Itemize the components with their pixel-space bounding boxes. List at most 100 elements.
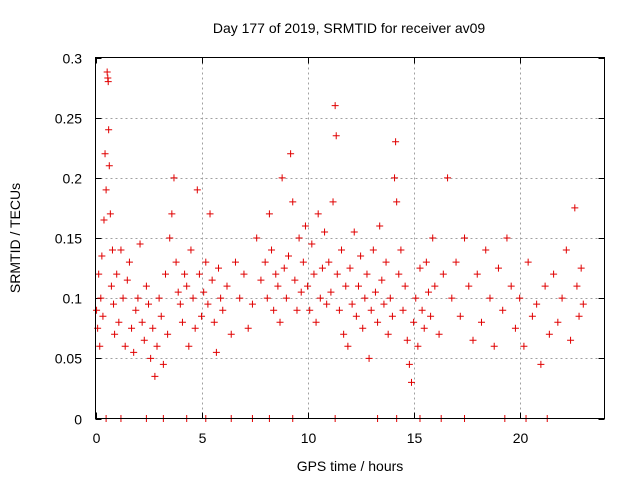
x-tick-label: 10 <box>301 430 317 446</box>
data-point <box>494 264 502 272</box>
data-point <box>100 216 108 224</box>
data-point <box>573 282 581 290</box>
data-point <box>164 330 172 338</box>
data-point <box>327 288 335 296</box>
data-point <box>486 294 494 302</box>
data-point <box>268 246 276 254</box>
data-point <box>289 198 297 206</box>
data-point <box>272 270 280 278</box>
data-point <box>128 324 136 332</box>
data-point <box>352 312 360 320</box>
data-point <box>465 282 473 290</box>
data-point <box>217 294 225 302</box>
data-point <box>420 324 428 332</box>
data-point <box>397 246 405 254</box>
data-point <box>125 258 133 266</box>
data-point <box>399 306 407 314</box>
data-point <box>103 68 111 76</box>
x-tick-label: 0 <box>93 430 101 446</box>
y-tick-label: 0.05 <box>55 351 82 367</box>
data-point <box>265 210 273 218</box>
data-point <box>159 360 167 368</box>
data-point <box>134 294 142 302</box>
data-point <box>108 246 116 254</box>
data-point <box>202 258 210 266</box>
data-point <box>520 342 528 350</box>
data-point <box>110 300 118 308</box>
data-point <box>280 264 288 272</box>
data-point <box>516 294 524 302</box>
data-point <box>444 174 452 182</box>
data-point <box>376 222 384 230</box>
data-point <box>380 300 388 308</box>
data-point <box>414 342 422 350</box>
data-point <box>367 306 375 314</box>
x-axis-label: GPS time / hours <box>297 458 404 474</box>
data-point <box>567 336 575 344</box>
data-point <box>115 318 123 326</box>
data-point <box>101 150 109 158</box>
data-point <box>408 378 416 386</box>
data-point <box>332 132 340 140</box>
data-point <box>227 330 235 338</box>
data-point <box>166 234 174 242</box>
data-point <box>412 294 420 302</box>
data-point <box>121 342 129 350</box>
data-point <box>155 294 163 302</box>
data-point <box>189 294 197 302</box>
data-point <box>301 222 309 230</box>
data-point <box>329 198 337 206</box>
data-point <box>577 264 585 272</box>
data-point <box>153 342 161 350</box>
data-point <box>422 258 430 266</box>
data-point <box>308 240 316 248</box>
data-point <box>93 306 101 314</box>
x-tick-label: 20 <box>513 430 529 446</box>
data-point <box>287 150 295 158</box>
data-point <box>282 294 290 302</box>
y-tick-label: 0.1 <box>63 291 83 307</box>
data-point <box>200 288 208 296</box>
data-point <box>181 270 189 278</box>
data-point <box>545 330 553 338</box>
data-point <box>113 270 121 278</box>
y-tick-label: 0.3 <box>63 51 83 67</box>
data-point <box>348 300 356 308</box>
data-point <box>284 252 292 260</box>
data-point <box>344 342 352 350</box>
data-point <box>210 318 218 326</box>
data-point <box>257 276 265 284</box>
data-point <box>318 264 326 272</box>
data-point <box>106 210 114 218</box>
data-point <box>338 246 346 254</box>
y-tick-labels: 0 0.05 0.1 0.15 0.2 0.25 0.3 <box>55 51 82 428</box>
data-point <box>276 318 284 326</box>
data-point <box>550 270 558 278</box>
data-point <box>524 258 532 266</box>
data-point <box>321 228 329 236</box>
data-point <box>98 252 106 260</box>
data-point <box>391 174 399 182</box>
data-point <box>369 246 377 254</box>
data-point <box>198 312 206 320</box>
data-point <box>168 210 176 218</box>
data-point <box>431 282 439 290</box>
data-point <box>511 324 519 332</box>
data-point <box>333 270 341 278</box>
data-point <box>435 330 443 338</box>
data-point <box>439 270 447 278</box>
data-point <box>562 246 570 254</box>
data-point <box>533 300 541 308</box>
data-point <box>304 282 312 290</box>
data-point <box>456 312 464 320</box>
data-point <box>405 360 413 368</box>
data-point <box>149 324 157 332</box>
data-point <box>130 348 138 356</box>
data-point <box>346 264 354 272</box>
data-point <box>469 336 477 344</box>
y-tick-label: 0.25 <box>55 111 82 127</box>
data-point <box>102 186 110 194</box>
data-point <box>386 294 394 302</box>
data-point <box>490 342 498 350</box>
